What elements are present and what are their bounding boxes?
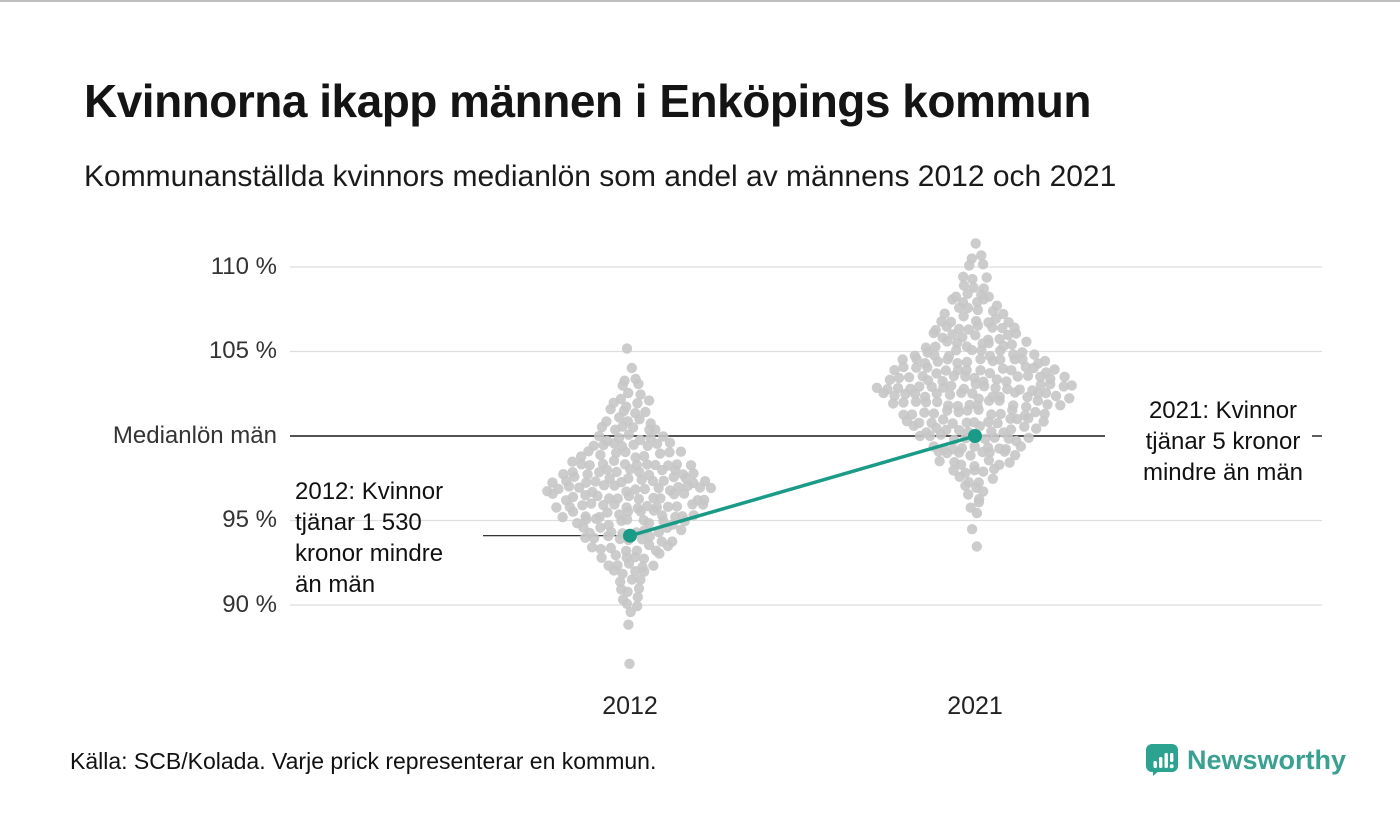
annotation-2021-line-1: 2021: Kvinnor [1148,397,1298,424]
annotation-2021: 2021: Kvinnor tjänar 5 kronor mindre än … [1119,395,1327,488]
annotation-2021-line-2: tjänar 5 kronor [1145,428,1301,455]
annotation-2012-line-3: kronor mindre [295,540,444,567]
top-divider [0,0,1400,2]
newsworthy-logo-icon [1146,744,1178,776]
y-tick-label-median: Medianlön män [112,422,277,449]
x-axis-label-2012: 2012 [602,692,658,720]
y-tick-label-105: 105 % [208,337,277,364]
page-title: Kvinnorna ikapp männen i Enköpings kommu… [84,75,1091,127]
page-subtitle: Kommunanställda kvinnors medianlön som a… [84,160,1117,193]
newsworthy-branding: Newsworthy [1146,744,1346,776]
annotation-2021-line-3: mindre än män [1142,459,1304,486]
x-axis-label-2021: 2021 [947,692,1003,720]
source-note: Källa: SCB/Kolada. Varje prick represent… [70,748,657,774]
y-tick-label-110: 110 % [210,253,277,280]
y-tick-label-90: 90 % [222,591,277,618]
y-tick-label-95: 95 % [222,506,277,533]
annotation-2012-line-1: 2012: Kvinnor [295,478,444,505]
annotation-2012: 2012: Kvinnor tjänar 1 530 kronor mindre… [295,476,443,600]
annotation-2012-line-2: tjänar 1 530 [295,509,422,536]
newsworthy-wordmark: Newsworthy [1187,744,1347,775]
annotation-2012-line-4: än män [295,571,376,598]
